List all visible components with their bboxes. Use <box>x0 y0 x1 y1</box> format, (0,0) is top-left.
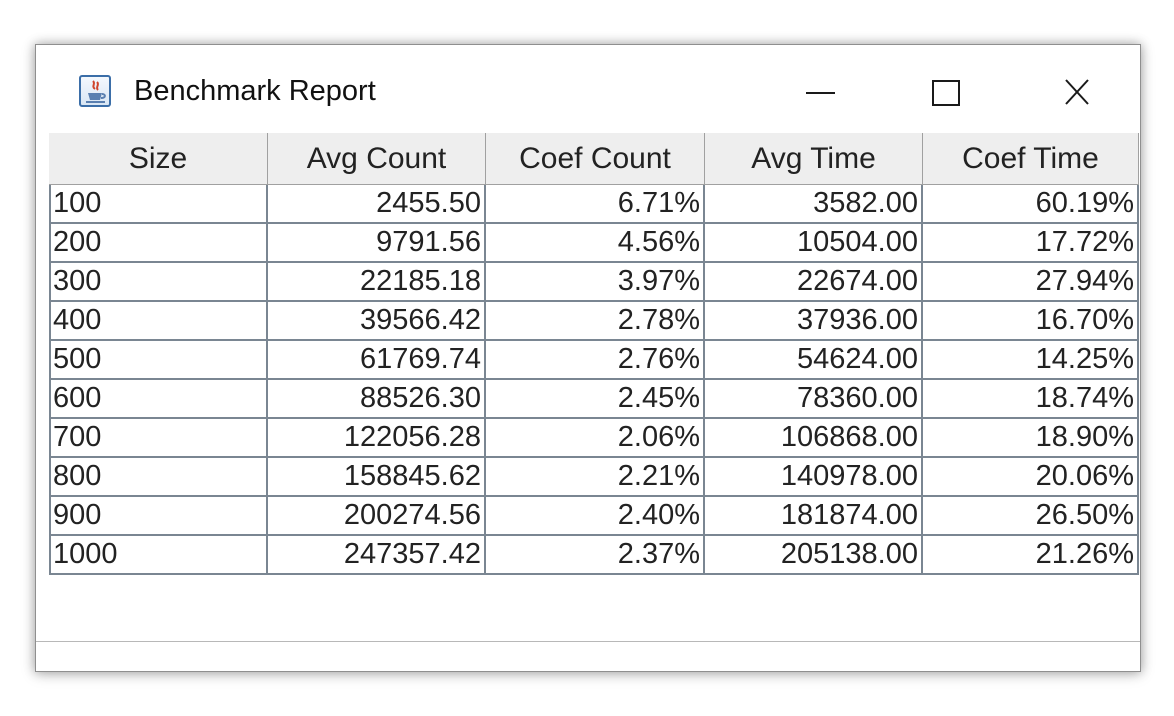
close-icon <box>1065 79 1089 105</box>
cell-coef-count[interactable]: 2.21% <box>486 458 705 497</box>
cell-size[interactable]: 600 <box>49 380 268 419</box>
cell-size[interactable]: 700 <box>49 419 268 458</box>
cell-size[interactable]: 100 <box>49 185 268 224</box>
cell-coef-time[interactable]: 14.25% <box>923 341 1139 380</box>
column-header-avg-time[interactable]: Avg Time <box>705 133 923 185</box>
cell-avg-time[interactable]: 78360.00 <box>705 380 923 419</box>
cell-avg-count[interactable]: 122056.28 <box>268 419 486 458</box>
cell-avg-count[interactable]: 9791.56 <box>268 224 486 263</box>
cell-avg-time[interactable]: 140978.00 <box>705 458 923 497</box>
table-row[interactable]: 800 158845.62 2.21% 140978.00 20.06% <box>49 458 1139 497</box>
cell-coef-count[interactable]: 2.45% <box>486 380 705 419</box>
cell-size[interactable]: 900 <box>49 497 268 536</box>
cell-avg-time[interactable]: 205138.00 <box>705 536 923 575</box>
table-row[interactable]: 100 2455.50 6.71% 3582.00 60.19% <box>49 185 1139 224</box>
maximize-icon <box>932 80 960 106</box>
cell-avg-count[interactable]: 158845.62 <box>268 458 486 497</box>
cell-coef-time[interactable]: 18.74% <box>923 380 1139 419</box>
cell-coef-time[interactable]: 20.06% <box>923 458 1139 497</box>
cell-coef-count[interactable]: 4.56% <box>486 224 705 263</box>
java-cup-icon <box>79 75 111 107</box>
cell-coef-count[interactable]: 6.71% <box>486 185 705 224</box>
cell-avg-time[interactable]: 54624.00 <box>705 341 923 380</box>
cell-coef-time[interactable]: 26.50% <box>923 497 1139 536</box>
cell-avg-count[interactable]: 22185.18 <box>268 263 486 302</box>
cell-coef-time[interactable]: 21.26% <box>923 536 1139 575</box>
cell-coef-time[interactable]: 27.94% <box>923 263 1139 302</box>
cell-avg-count[interactable]: 200274.56 <box>268 497 486 536</box>
column-header-avg-count[interactable]: Avg Count <box>268 133 486 185</box>
benchmark-report-window: Benchmark Report Size Avg Count Coef Cou… <box>35 44 1141 672</box>
table-row[interactable]: 200 9791.56 4.56% 10504.00 17.72% <box>49 224 1139 263</box>
table-row[interactable]: 700 122056.28 2.06% 106868.00 18.90% <box>49 419 1139 458</box>
close-button[interactable] <box>1036 63 1126 119</box>
table-row[interactable]: 600 88526.30 2.45% 78360.00 18.74% <box>49 380 1139 419</box>
minimize-button[interactable] <box>776 63 866 119</box>
cell-size[interactable]: 200 <box>49 224 268 263</box>
cell-avg-time[interactable]: 10504.00 <box>705 224 923 263</box>
cell-avg-time[interactable]: 3582.00 <box>705 185 923 224</box>
column-header-size[interactable]: Size <box>49 133 268 185</box>
cell-coef-count[interactable]: 2.76% <box>486 341 705 380</box>
column-header-coef-count[interactable]: Coef Count <box>486 133 705 185</box>
table-row[interactable]: 400 39566.42 2.78% 37936.00 16.70% <box>49 302 1139 341</box>
cell-coef-count[interactable]: 2.78% <box>486 302 705 341</box>
column-header-coef-time[interactable]: Coef Time <box>923 133 1139 185</box>
cell-size[interactable]: 400 <box>49 302 268 341</box>
cell-size[interactable]: 800 <box>49 458 268 497</box>
window-bottom-strip <box>36 641 1140 671</box>
table-row[interactable]: 500 61769.74 2.76% 54624.00 14.25% <box>49 341 1139 380</box>
table-row[interactable]: 300 22185.18 3.97% 22674.00 27.94% <box>49 263 1139 302</box>
cell-coef-time[interactable]: 60.19% <box>923 185 1139 224</box>
cell-avg-count[interactable]: 2455.50 <box>268 185 486 224</box>
cell-size[interactable]: 500 <box>49 341 268 380</box>
table-row[interactable]: 900 200274.56 2.40% 181874.00 26.50% <box>49 497 1139 536</box>
minimize-icon <box>806 92 835 94</box>
title-bar[interactable]: Benchmark Report <box>36 45 1140 133</box>
cell-avg-count[interactable]: 247357.42 <box>268 536 486 575</box>
cell-avg-time[interactable]: 106868.00 <box>705 419 923 458</box>
cell-avg-count[interactable]: 39566.42 <box>268 302 486 341</box>
window-title: Benchmark Report <box>134 75 376 107</box>
cell-coef-count[interactable]: 3.97% <box>486 263 705 302</box>
cell-avg-time[interactable]: 22674.00 <box>705 263 923 302</box>
cell-coef-count[interactable]: 2.37% <box>486 536 705 575</box>
cell-coef-time[interactable]: 17.72% <box>923 224 1139 263</box>
cell-coef-time[interactable]: 18.90% <box>923 419 1139 458</box>
cell-avg-time[interactable]: 37936.00 <box>705 302 923 341</box>
cell-size[interactable]: 1000 <box>49 536 268 575</box>
cell-coef-count[interactable]: 2.06% <box>486 419 705 458</box>
table-body: 100 2455.50 6.71% 3582.00 60.19% 200 979… <box>49 185 1139 575</box>
cell-coef-count[interactable]: 2.40% <box>486 497 705 536</box>
cell-avg-time[interactable]: 181874.00 <box>705 497 923 536</box>
cell-avg-count[interactable]: 88526.30 <box>268 380 486 419</box>
benchmark-table[interactable]: Size Avg Count Coef Count Avg Time Coef … <box>49 133 1139 641</box>
maximize-button[interactable] <box>903 63 993 119</box>
cell-size[interactable]: 300 <box>49 263 268 302</box>
cell-avg-count[interactable]: 61769.74 <box>268 341 486 380</box>
table-row[interactable]: 1000 247357.42 2.37% 205138.00 21.26% <box>49 536 1139 575</box>
cell-coef-time[interactable]: 16.70% <box>923 302 1139 341</box>
